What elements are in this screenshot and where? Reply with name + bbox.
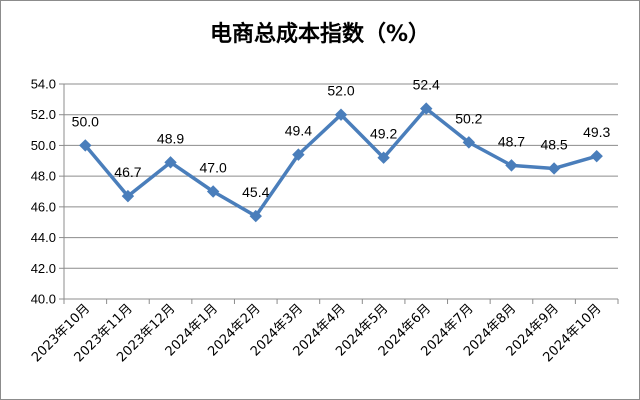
data-point (462, 136, 476, 149)
y-tick-label: 40.0 (31, 292, 56, 307)
chart-title: 电商总成本指数（%） (209, 22, 431, 47)
data-label: 52.0 (327, 83, 354, 99)
data-label: 52.4 (413, 77, 440, 93)
y-tick-label: 42.0 (31, 261, 56, 276)
data-label: 48.5 (540, 136, 567, 152)
data-point (377, 151, 390, 164)
data-point (505, 159, 518, 172)
y-tick-label: 52.0 (31, 107, 56, 122)
y-tick-label: 44.0 (31, 230, 56, 245)
data-point (79, 139, 92, 152)
data-point (334, 108, 348, 121)
y-tick-label: 54.0 (31, 77, 56, 92)
data-label: 48.7 (498, 133, 525, 149)
series-line (83, 106, 599, 218)
data-label: 45.4 (242, 184, 269, 200)
data-label: 50.0 (72, 113, 99, 129)
data-point (590, 149, 603, 163)
y-tick-label: 48.0 (31, 169, 56, 184)
data-point (547, 162, 561, 175)
data-label: 47.0 (200, 160, 227, 176)
data-label: 49.3 (583, 124, 610, 140)
data-label: 48.9 (157, 130, 184, 146)
data-label: 46.7 (114, 164, 141, 180)
data-point (420, 102, 433, 115)
y-tick-label: 46.0 (31, 199, 56, 214)
data-point (121, 189, 135, 203)
data-point (206, 185, 220, 198)
data-label: 50.2 (455, 110, 482, 126)
data-label: 49.4 (285, 123, 312, 139)
data-label: 49.2 (370, 126, 397, 142)
y-tick-label: 50.0 (31, 138, 56, 153)
data-point (164, 156, 177, 169)
data-point (249, 209, 262, 223)
data-point (292, 148, 305, 161)
